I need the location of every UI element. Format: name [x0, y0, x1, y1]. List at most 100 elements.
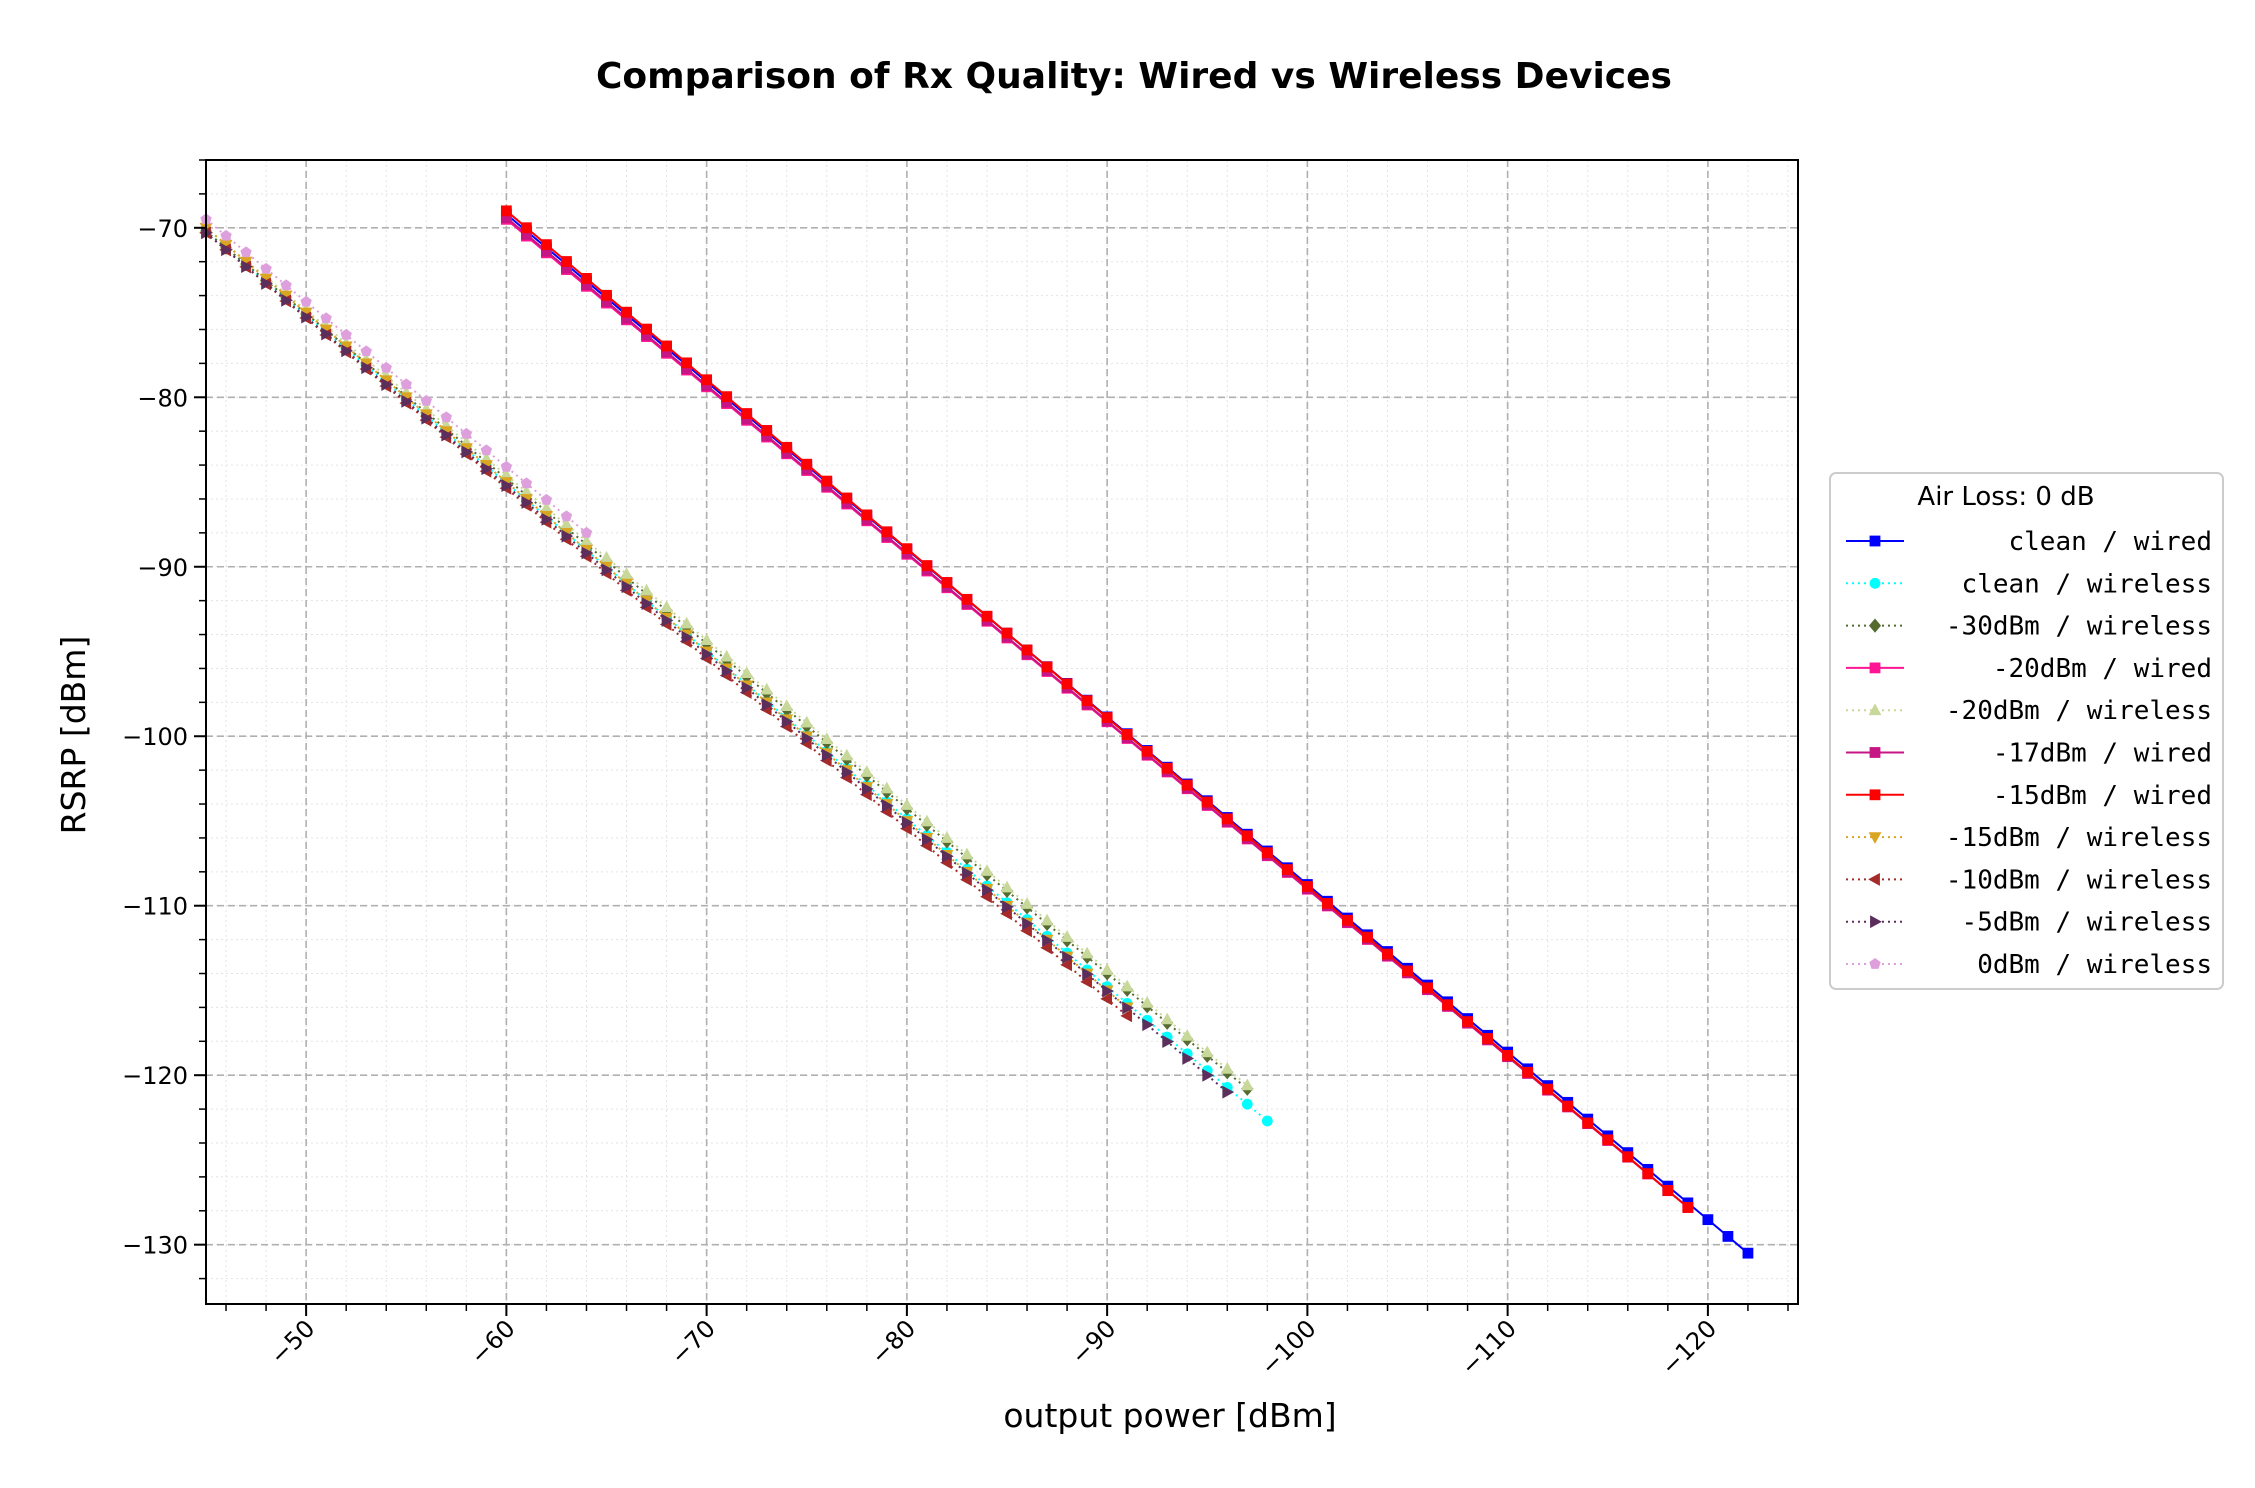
data-point: [741, 408, 753, 419]
data-point: [940, 831, 954, 843]
legend-entry: clean / wired: [1846, 527, 2212, 557]
data-point: [1060, 958, 1072, 972]
data-point: [1422, 982, 1433, 994]
data-point: [840, 748, 854, 761]
legend-marker: [1868, 618, 1882, 633]
data-point: [1081, 695, 1093, 707]
data-point: [1220, 1062, 1234, 1074]
data-point: [880, 781, 894, 794]
data-point: [380, 361, 392, 373]
data-point: [1020, 897, 1034, 909]
data-point: [841, 765, 854, 779]
legend-label: -10dBm / wireless: [1946, 865, 2212, 895]
legend-label: clean / wireless: [1946, 569, 2212, 599]
data-point: [441, 428, 454, 442]
data-point: [1160, 1012, 1174, 1025]
data-point: [720, 649, 734, 662]
series-line: [205, 218, 588, 534]
data-point: [261, 276, 273, 290]
data-point: [1261, 847, 1273, 859]
data-point: [641, 597, 654, 610]
legend-entry: -20dBm / wired: [1846, 654, 2212, 684]
data-point: [941, 577, 953, 588]
data-point: [1181, 779, 1193, 791]
data-point: [281, 293, 293, 307]
legend-marker: [1869, 789, 1881, 801]
legend: Air Loss: 0 dB clean / wired clean / wir…: [1829, 472, 2224, 990]
data-point: [1542, 1083, 1554, 1095]
data-point: [421, 411, 434, 425]
data-point: [781, 715, 794, 728]
legend-entry: -5dBm / wireless: [1846, 908, 2212, 938]
data-point: [241, 260, 253, 273]
data-point: [900, 798, 914, 810]
data-point: [1362, 931, 1373, 943]
data-point: [1161, 762, 1173, 774]
data-point: [1061, 678, 1073, 690]
data-point: [661, 340, 672, 352]
legend-marker: [1869, 535, 1881, 547]
data-point: [560, 510, 573, 522]
data-point: [1140, 996, 1154, 1008]
legend-box: [1829, 472, 2224, 990]
data-point: [580, 526, 593, 538]
data-point: [581, 273, 592, 284]
legend-marker: [1869, 958, 1881, 969]
data-point: [1662, 1185, 1674, 1196]
data-point: [881, 526, 893, 538]
data-point: [982, 883, 994, 897]
data-point: [1000, 880, 1014, 893]
data-point: [861, 509, 873, 521]
data-point: [1102, 984, 1114, 998]
data-point: [220, 229, 232, 241]
legend-entry: -10dBm / wireless: [1846, 865, 2212, 895]
series-line: [205, 232, 1228, 1093]
data-point: [620, 567, 633, 580]
legend-entry: -20dBm / wireless: [1846, 696, 2212, 726]
data-point: [1301, 881, 1313, 892]
data-point: [1162, 1035, 1175, 1049]
data-point: [721, 664, 734, 678]
data-point: [1122, 1001, 1134, 1015]
data-point: [601, 563, 614, 577]
data-point: [1702, 1214, 1714, 1226]
data-point: [500, 460, 513, 472]
data-point: [1522, 1066, 1534, 1078]
data-point: [700, 633, 714, 645]
series-6: [500, 205, 1694, 1213]
data-point: [461, 445, 474, 459]
legend-label: -30dBm / wireless: [1946, 612, 2212, 642]
data-point: [701, 647, 714, 661]
data-point: [821, 475, 833, 487]
data-point: [1120, 979, 1134, 992]
data-point: [541, 512, 554, 526]
data-point: [561, 256, 572, 267]
data-point: [681, 357, 693, 369]
data-point: [1382, 948, 1393, 960]
data-point: [681, 630, 694, 644]
data-point: [321, 327, 333, 341]
plot-frame: [205, 159, 1799, 1305]
data-point: [1682, 1201, 1694, 1213]
legend-label: -15dBm / wired: [1993, 781, 2212, 811]
data-point: [1622, 1151, 1634, 1163]
data-point: [1241, 830, 1253, 842]
data-point: [1582, 1117, 1594, 1129]
data-point: [1642, 1168, 1654, 1180]
data-point: [520, 477, 533, 489]
data-point: [921, 560, 933, 571]
data-point: [1342, 914, 1353, 926]
data-point: [541, 239, 552, 251]
y-tick-label: −90: [137, 554, 188, 582]
legend-marker: [1868, 703, 1882, 716]
data-point: [901, 816, 914, 829]
data-point: [760, 682, 774, 695]
legend-label: -5dBm / wireless: [1946, 908, 2212, 938]
legend-marker: [1870, 915, 1882, 929]
data-point: [801, 731, 814, 745]
data-point: [341, 344, 354, 358]
data-point: [1462, 1016, 1473, 1027]
data-point: [360, 345, 372, 357]
data-point: [1722, 1230, 1734, 1242]
legend-label: -15dBm / wireless: [1946, 823, 2212, 853]
